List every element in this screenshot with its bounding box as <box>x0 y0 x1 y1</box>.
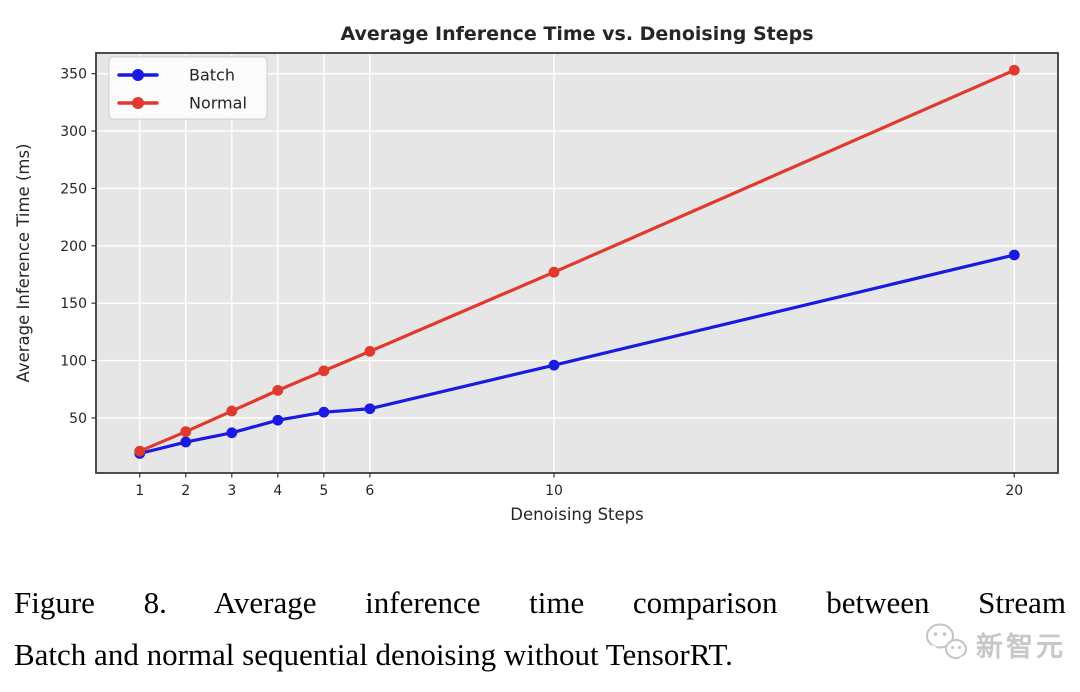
figure-caption: Figure 8. Average inference time compari… <box>14 577 1066 681</box>
data-point-marker <box>134 445 146 457</box>
series-line <box>138 253 1016 456</box>
y-tick-label: 150 <box>60 296 87 312</box>
x-axis-label: Denoising Steps <box>510 505 644 524</box>
data-point-marker <box>272 414 284 426</box>
y-tick-label: 100 <box>60 354 87 370</box>
legend-label: Batch <box>189 66 235 85</box>
x-axis: 1 2 3 4 5 6 10 20 Denoising Steps <box>135 473 1023 524</box>
series-line <box>138 68 1016 453</box>
series-batch <box>134 249 1020 459</box>
data-point-marker <box>548 359 560 371</box>
x-tick-label: 4 <box>273 483 282 499</box>
caption-line-1: Figure 8. Average inference time compari… <box>14 585 1066 620</box>
x-tick-label: 2 <box>181 483 190 499</box>
data-point-marker <box>364 345 376 357</box>
y-axis-label: Average Inference Time (ms) <box>14 144 33 383</box>
data-point-marker <box>318 406 330 418</box>
data-point-marker <box>318 365 330 377</box>
plot-frame <box>95 52 1059 474</box>
legend-item-normal: Normal <box>117 94 247 113</box>
data-point-marker <box>1008 249 1020 261</box>
x-tick-label: 5 <box>319 483 328 499</box>
data-point-marker <box>272 384 284 396</box>
x-tick-label: 1 <box>135 483 144 499</box>
legend-item-batch: Batch <box>117 66 235 85</box>
chart-title: Average Inference Time vs. Denoising Ste… <box>340 23 813 45</box>
x-tick-label: 10 <box>545 483 563 499</box>
y-tick-label: 350 <box>60 67 87 83</box>
legend-label: Normal <box>189 94 247 113</box>
x-tick-label: 6 <box>365 483 374 499</box>
data-point-marker <box>180 426 192 438</box>
y-tick-label: 300 <box>60 124 87 140</box>
inference-time-line-chart: 1 2 3 4 5 6 10 20 Denoising Steps 50 100 150 200 250 3… <box>14 23 1059 524</box>
data-point-marker <box>226 427 238 439</box>
y-tick-label: 250 <box>60 181 87 197</box>
data-point-marker <box>364 403 376 415</box>
series-normal <box>134 64 1020 457</box>
y-tick-label: 200 <box>60 239 87 255</box>
x-tick-label: 3 <box>227 483 236 499</box>
legend-marker-icon <box>132 69 144 81</box>
caption-line-2: Batch and normal sequential denoising wi… <box>14 637 733 672</box>
legend: Batch Normal <box>108 56 268 120</box>
y-tick-label: 50 <box>69 411 87 427</box>
data-point-marker <box>548 266 560 278</box>
data-point-marker <box>180 436 192 448</box>
data-point-marker <box>226 405 238 417</box>
x-tick-label: 20 <box>1005 483 1023 499</box>
legend-marker-icon <box>132 97 144 109</box>
y-axis: 50 100 150 200 250 300 350 Average Inference Ti… <box>14 67 96 427</box>
data-point-marker <box>1008 64 1020 76</box>
